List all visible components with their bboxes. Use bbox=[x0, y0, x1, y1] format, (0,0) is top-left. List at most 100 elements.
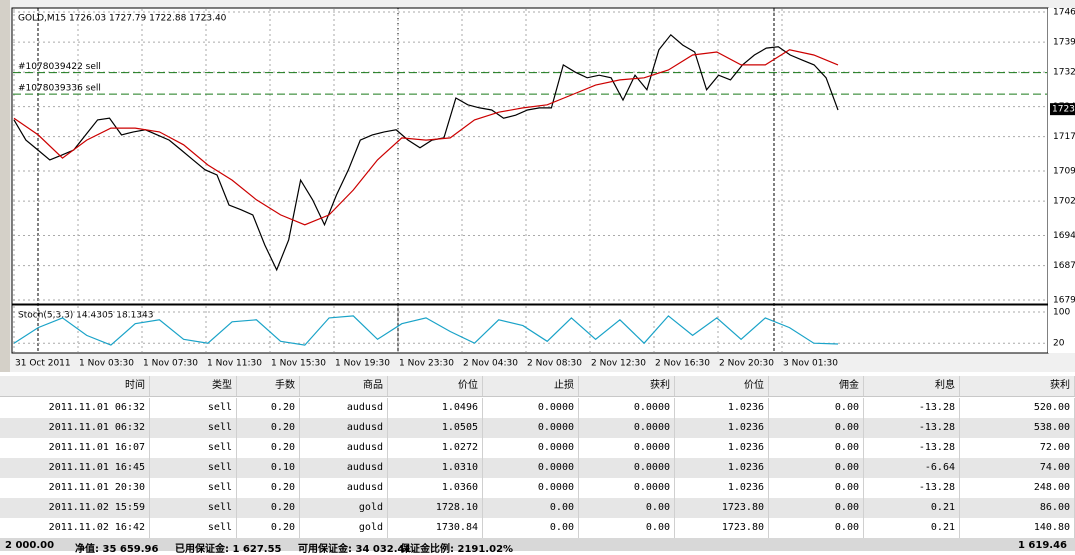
stoch-tick-label: 100 bbox=[1053, 308, 1070, 318]
cell: 0.20 bbox=[237, 418, 300, 438]
header-cell: 佣金 bbox=[769, 376, 864, 396]
cell: 0.0000 bbox=[483, 478, 579, 498]
cell: 1.0236 bbox=[675, 418, 769, 438]
order-row[interactable]: 2011.11.01 16:45 sell 0.10 audusd 1.0310 0.00… bbox=[0, 458, 1075, 479]
price-line bbox=[13, 33, 839, 272]
y-tick-label: 1694 bbox=[1053, 231, 1075, 241]
header-cell: 时间 bbox=[0, 376, 150, 396]
time-label: 1 Nov 19:30 bbox=[335, 359, 390, 369]
time-label: 2 Nov 20:30 bbox=[719, 359, 774, 369]
cell: 2011.11.01 16:45 bbox=[0, 458, 150, 478]
header-cell: 价位 bbox=[388, 376, 483, 396]
cell: 1.0496 bbox=[388, 398, 483, 418]
header-cell: 商品 bbox=[300, 376, 388, 396]
cell: 0.00 bbox=[769, 458, 864, 478]
y-tick-label: 1702 bbox=[1053, 197, 1075, 207]
current-price-box bbox=[1050, 103, 1075, 116]
order-row[interactable]: 2011.11.01 06:32 sell 0.20 audusd 1.0496 0.00… bbox=[0, 398, 1075, 419]
cell: -13.28 bbox=[864, 478, 960, 498]
cell: -6.64 bbox=[864, 458, 960, 478]
cell: audusd bbox=[300, 438, 388, 458]
time-label: 1 Nov 03:30 bbox=[79, 359, 134, 369]
cell: 2011.11.02 15:59 bbox=[0, 498, 150, 518]
stoch-label: Stoch(5,3,3) 14.4305 18.1343 bbox=[18, 311, 153, 321]
summary-item: 已用保证金: 1 627.55 bbox=[175, 544, 282, 555]
order-row[interactable]: 2011.11.02 15:59 sell 0.20 gold 1728.10 0.00 0… bbox=[0, 498, 1075, 519]
price-panel bbox=[11, 7, 1049, 305]
chart-window: GOLD,M15 1726.03 1727.79 1722.88 1723.40… bbox=[0, 0, 1075, 372]
y-tick-label: 1732 bbox=[1053, 68, 1075, 78]
stoch-panel bbox=[11, 304, 1049, 354]
y-tick-label: 1746 bbox=[1053, 8, 1075, 18]
cell: 1.0505 bbox=[388, 418, 483, 438]
header-cell: 获利 bbox=[960, 376, 1075, 396]
time-label: 2 Nov 04:30 bbox=[463, 359, 518, 369]
summary-item: 可用保证金: 34 032.41 bbox=[298, 544, 412, 555]
cell: 1.0236 bbox=[675, 478, 769, 498]
summary-item: 保证金比例: 2191.02% bbox=[400, 544, 514, 555]
cell: -13.28 bbox=[864, 438, 960, 458]
cell: 140.80 bbox=[960, 518, 1075, 538]
cell: 0.00 bbox=[769, 478, 864, 498]
stoch-tick-label: 20 bbox=[1053, 339, 1065, 349]
cell: gold bbox=[300, 518, 388, 538]
order-label: #1078039336 sell bbox=[18, 84, 101, 94]
order-row[interactable]: 2011.11.01 20:30 sell 0.20 audusd 1.0360 0.00… bbox=[0, 478, 1075, 499]
summary-item: 1 619.46 bbox=[1017, 540, 1067, 551]
cell: 0.20 bbox=[237, 498, 300, 518]
time-label: 1 Nov 11:30 bbox=[207, 359, 262, 369]
cell: -13.28 bbox=[864, 398, 960, 418]
stoch-main-line bbox=[13, 315, 839, 346]
cell: 2011.11.01 20:30 bbox=[0, 478, 150, 498]
order-row[interactable]: 2011.11.01 16:07 sell 0.20 audusd 1.0272 0.00… bbox=[0, 438, 1075, 459]
cell: 0.00 bbox=[769, 398, 864, 418]
cell: 0.0000 bbox=[579, 438, 675, 458]
y-tick-label: 1687 bbox=[1053, 261, 1075, 271]
cell: sell bbox=[150, 518, 237, 538]
header-cell: 类型 bbox=[150, 376, 237, 396]
cell: -13.28 bbox=[864, 418, 960, 438]
header-cell: 止损 bbox=[483, 376, 579, 396]
cell: 0.0000 bbox=[579, 478, 675, 498]
y-tick-label: 1679 bbox=[1053, 296, 1075, 306]
cell: audusd bbox=[300, 418, 388, 438]
header-cell: 获利 bbox=[579, 376, 675, 396]
y-tick-label: 1709 bbox=[1053, 167, 1075, 177]
cell: 0.00 bbox=[769, 418, 864, 438]
cell: sell bbox=[150, 458, 237, 478]
order-row[interactable]: 2011.11.02 16:42 sell 0.20 gold 1730.84 0.00 0… bbox=[0, 518, 1075, 539]
cell: audusd bbox=[300, 478, 388, 498]
summary-item: 2 000.00 bbox=[5, 540, 55, 551]
cell: 1.0310 bbox=[388, 458, 483, 478]
cell: 0.21 bbox=[864, 518, 960, 538]
cell: 0.00 bbox=[769, 518, 864, 538]
ma-line bbox=[13, 49, 839, 226]
cell: 538.00 bbox=[960, 418, 1075, 438]
order-row[interactable]: 2011.11.01 06:32 sell 0.20 audusd 1.0505 0.00… bbox=[0, 418, 1075, 439]
cell: 1.0272 bbox=[388, 438, 483, 458]
cell: sell bbox=[150, 398, 237, 418]
time-label: 3 Nov 01:30 bbox=[783, 359, 838, 369]
cell: 520.00 bbox=[960, 398, 1075, 418]
cell: audusd bbox=[300, 398, 388, 418]
cell: 0.0000 bbox=[579, 458, 675, 478]
price-scale bbox=[1048, 8, 1075, 353]
cell: audusd bbox=[300, 458, 388, 478]
time-label: 1 Nov 15:30 bbox=[271, 359, 326, 369]
cell: 1.0236 bbox=[675, 458, 769, 478]
cell: 0.00 bbox=[483, 518, 579, 538]
y-tick-label: 1739 bbox=[1053, 38, 1075, 48]
cell: gold bbox=[300, 498, 388, 518]
current-price-label: 1723.4 bbox=[1052, 105, 1075, 115]
cell: 1728.10 bbox=[388, 498, 483, 518]
cell: 74.00 bbox=[960, 458, 1075, 478]
cell: 1723.80 bbox=[675, 518, 769, 538]
cell: 2011.11.01 16:07 bbox=[0, 438, 150, 458]
header-cell: 价位 bbox=[675, 376, 769, 396]
header-cell: 利息 bbox=[864, 376, 960, 396]
cell: 0.0000 bbox=[579, 398, 675, 418]
cell: 0.20 bbox=[237, 438, 300, 458]
cell: 1.0236 bbox=[675, 398, 769, 418]
cell: sell bbox=[150, 498, 237, 518]
time-label: 1 Nov 23:30 bbox=[399, 359, 454, 369]
